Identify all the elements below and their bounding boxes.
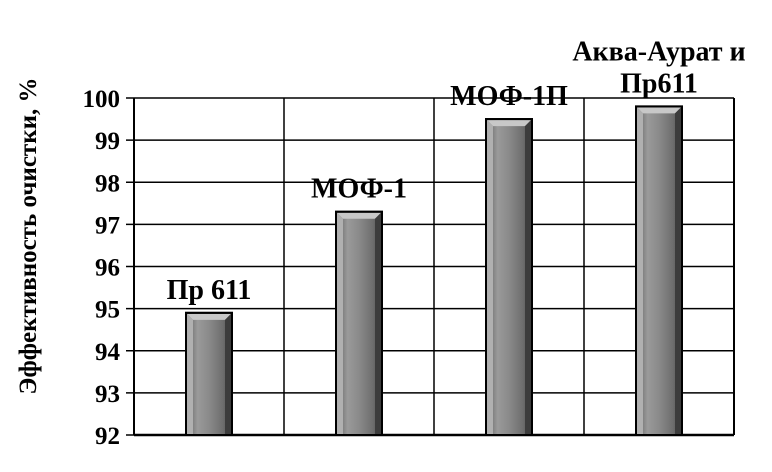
- bar-bevel-left: [637, 107, 643, 435]
- bar-bevel-right: [225, 313, 231, 434]
- bars: [185, 105, 683, 437]
- y-tick-label: 97: [95, 212, 120, 239]
- y-tick-label: 100: [83, 86, 121, 113]
- bar: [635, 105, 683, 437]
- y-tick-label: 93: [95, 381, 120, 408]
- bar-bevel-left: [187, 313, 193, 434]
- bar-label: Аква-Аурат и: [572, 36, 745, 67]
- y-tick-label: 94: [95, 339, 121, 366]
- y-axis-label: Эффективность очистки, %: [15, 77, 42, 394]
- y-tick-label: 96: [95, 255, 120, 282]
- y-tick-label: 95: [95, 297, 120, 324]
- bar: [185, 311, 233, 436]
- bar-bevel-top: [487, 120, 531, 127]
- bar-bevel-right: [375, 212, 381, 434]
- bar-bevel-left: [487, 120, 493, 434]
- bar-label: Пр 611: [167, 275, 252, 306]
- bar-bevel-top: [187, 313, 231, 320]
- bar-outline: [335, 210, 383, 436]
- y-tick-label: 99: [95, 128, 120, 155]
- y-tick-label: 98: [95, 170, 120, 197]
- bar: [485, 118, 533, 436]
- bar: [335, 210, 383, 436]
- bar-outline: [485, 118, 533, 436]
- bar-outline: [635, 105, 683, 437]
- bar-body: [185, 311, 233, 436]
- bar-label: МОФ-1П: [450, 81, 568, 112]
- bar-label: Пр611: [620, 68, 698, 99]
- bar-outline: [185, 311, 233, 436]
- bar-bevel-right: [525, 120, 531, 434]
- y-tick-labels: 92 93 94 95 96 97 98 99 100: [83, 86, 121, 450]
- gridlines: [126, 97, 735, 437]
- bar-body: [485, 118, 533, 436]
- bar-bevel-left: [337, 212, 343, 434]
- y-tick-label: 92: [95, 423, 120, 450]
- bar-bevel-top: [637, 107, 681, 114]
- bar-label: МОФ-1: [311, 174, 407, 205]
- bar-bevel-right: [675, 107, 681, 435]
- bar-bevel-top: [337, 212, 381, 219]
